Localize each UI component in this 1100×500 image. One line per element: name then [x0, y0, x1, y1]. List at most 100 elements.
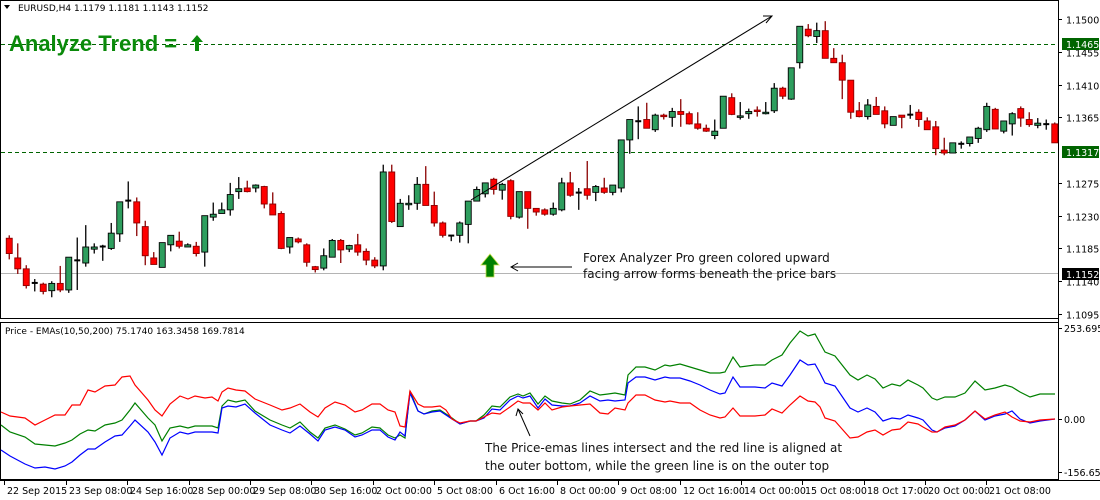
svg-text:9 Oct 08:00: 9 Oct 08:00 [621, 486, 677, 497]
svg-text:5 Oct 08:00: 5 Oct 08:00 [437, 486, 493, 497]
candle [872, 105, 880, 115]
candle [430, 205, 438, 224]
candle [48, 282, 56, 292]
arrow-note-line2: facing arrow forms beneath the price bar… [583, 267, 836, 281]
candle [983, 105, 991, 131]
candle [269, 203, 277, 216]
candle [694, 123, 702, 129]
candle [464, 200, 472, 225]
candle [949, 142, 957, 154]
candle [320, 255, 328, 269]
svg-text:21 Oct 08:00: 21 Oct 08:00 [989, 486, 1051, 497]
svg-text:1.1152: 1.1152 [1066, 270, 1099, 281]
candle [932, 126, 940, 150]
svg-text:-156.653: -156.653 [1064, 468, 1100, 479]
candle [779, 87, 787, 97]
svg-text:2 Oct 00:00: 2 Oct 00:00 [376, 486, 432, 497]
candle [736, 115, 744, 118]
candle [388, 171, 396, 222]
candle [141, 226, 149, 257]
svg-text:1.1410: 1.1410 [1066, 82, 1099, 93]
svg-text:1.1465: 1.1465 [1066, 40, 1099, 51]
svg-text:1.1185: 1.1185 [1066, 245, 1099, 256]
candle [762, 111, 770, 115]
candle [915, 111, 923, 120]
candle [668, 111, 676, 118]
candle [898, 114, 906, 118]
candle [566, 182, 574, 196]
candle [243, 187, 251, 193]
candle [456, 222, 464, 236]
candle [439, 222, 447, 236]
candle [107, 232, 115, 249]
trend-arrow[interactable] [470, 15, 774, 201]
candle [498, 183, 506, 191]
candle [201, 215, 209, 253]
candle [813, 30, 821, 37]
candle [677, 111, 685, 115]
candle [711, 130, 719, 136]
candle [5, 237, 13, 254]
svg-text:20 Oct 00:00: 20 Oct 00:00 [928, 486, 990, 497]
candle [328, 239, 336, 258]
svg-text:15 Oct 08:00: 15 Oct 08:00 [805, 486, 867, 497]
candle [405, 202, 413, 206]
candle [889, 116, 897, 126]
svg-text:1.1140: 1.1140 [1066, 278, 1099, 289]
candle [515, 191, 523, 218]
candle [354, 244, 362, 253]
candle [396, 202, 404, 228]
candle [702, 127, 710, 132]
candle [651, 114, 659, 131]
candle [379, 171, 387, 267]
candle [923, 120, 931, 131]
candle [974, 127, 982, 139]
svg-text:253.6957: 253.6957 [1064, 324, 1100, 335]
candlestick-series [5, 21, 1059, 298]
candle [90, 246, 98, 250]
annotation-pointer-arrow [509, 262, 572, 272]
svg-text:12 Oct 16:00: 12 Oct 16:00 [683, 486, 745, 497]
ema50-line [0, 359, 1056, 470]
candle [855, 110, 863, 118]
svg-text:14 Oct 00:00: 14 Oct 00:00 [744, 486, 806, 497]
candle [600, 187, 608, 193]
candle [362, 250, 370, 261]
candle [558, 182, 566, 211]
indicator-pane [0, 322, 1059, 480]
candle [1000, 120, 1008, 132]
svg-text:1.1230: 1.1230 [1066, 213, 1099, 224]
candle [294, 238, 302, 243]
candle [22, 268, 30, 287]
candle [116, 201, 124, 235]
candle [133, 201, 141, 224]
title-up-arrow-icon [191, 35, 203, 51]
price-tag-1317: 1.1317 [1062, 146, 1099, 159]
candle [56, 282, 64, 291]
candle [286, 237, 294, 248]
candle [473, 188, 481, 202]
ema-pointer-arrow [515, 408, 531, 437]
candle [881, 110, 889, 125]
candle [277, 213, 285, 249]
candle [796, 25, 804, 64]
ema10-line [0, 375, 1056, 439]
candle [337, 239, 345, 251]
svg-text:1.1095: 1.1095 [1066, 311, 1099, 322]
collapse-triangle-icon[interactable] [4, 5, 10, 9]
svg-text:23 Sep 08:00: 23 Sep 08:00 [69, 486, 132, 497]
svg-text:1.1365: 1.1365 [1066, 114, 1099, 125]
candle [184, 244, 192, 248]
candle [158, 242, 166, 268]
candle [940, 149, 948, 154]
candle [864, 104, 872, 118]
candle [770, 87, 778, 112]
svg-text:22 Sep 2015: 22 Sep 2015 [7, 486, 67, 497]
svg-text:18 Oct 17:00: 18 Oct 17:00 [867, 486, 929, 497]
analyze-trend-title: Analyze Trend = [9, 31, 177, 56]
candle [524, 191, 532, 209]
candle [617, 139, 625, 189]
candle [481, 182, 489, 195]
